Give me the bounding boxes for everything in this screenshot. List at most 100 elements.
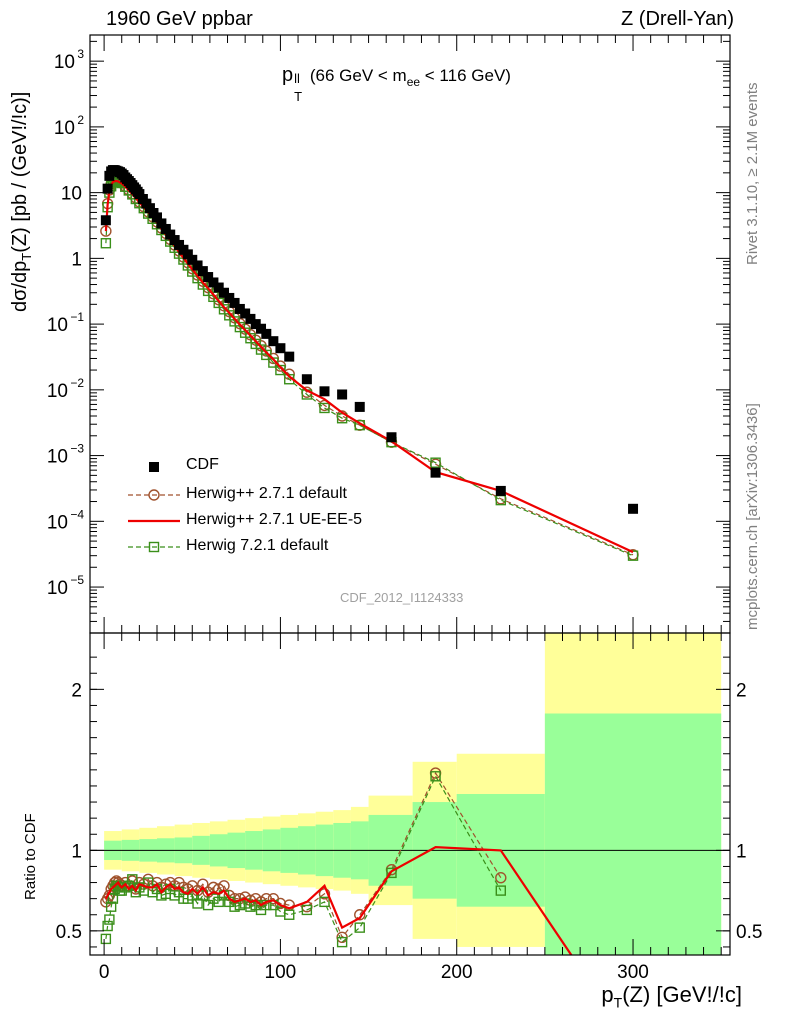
main-point-s0-32 (187, 254, 198, 265)
main-point-s3-45 (319, 402, 330, 414)
ratio-point-s2-48 (386, 867, 397, 879)
ratio-point-s2-47 (354, 922, 365, 933)
mcplots-label: mcplots.cern.ch [arXiv:1306.3436] (744, 403, 761, 630)
main-point-s3-42 (275, 364, 286, 376)
ratio-point-s2-0 (100, 933, 112, 945)
main-y-tick-label-7: 10 (47, 512, 68, 533)
legend-label-herwigpp-default: Herwig++ 2.7.1 default (186, 485, 347, 502)
ratio-point-s2-1 (102, 920, 113, 932)
x-tick-label-1: 100 (265, 962, 297, 983)
ratio-point-s2-50 (495, 885, 506, 896)
main-point-s3-39 (255, 344, 267, 355)
main-point-s0-37 (213, 282, 224, 293)
ratio-point-s2-46 (336, 936, 348, 948)
ratio-point-s2-3 (105, 901, 117, 912)
main-point-s0-41 (234, 303, 245, 314)
main-y-tick-label-8: 10 (47, 578, 68, 599)
ratio-point-s2-45 (319, 896, 330, 908)
main-y-tick-exp-0: 3 (77, 47, 84, 61)
main-point-s3-35 (234, 321, 246, 333)
ratio-point-s2-43 (284, 909, 295, 920)
main-point-s0-53 (354, 401, 365, 412)
main-y-tick-exp-5: −2 (70, 376, 84, 390)
main-point-s3-49 (430, 457, 441, 468)
main-point-s3-38 (250, 338, 261, 350)
panel-title: p ll T (66 GeV < mee < 116 GeV) (282, 64, 511, 104)
main-line-series-1 (105, 179, 634, 556)
main-point-s0-42 (240, 308, 251, 319)
main-y-tick-exp-7: −4 (70, 507, 84, 521)
main-point-s3-36 (239, 327, 251, 338)
ratio-point-s0-42 (274, 897, 287, 910)
ratio-line-series-1 (104, 845, 573, 956)
main-point-s3-26 (187, 266, 198, 277)
main-point-s0-44 (250, 319, 261, 330)
main-y-tick-label-1: 10 (54, 118, 75, 139)
main-point-s0-48 (275, 343, 286, 354)
ratio-point-s2-31 (213, 896, 224, 908)
ratio-point-s2-29 (202, 899, 214, 911)
ratio-y-tick-label-right-2: 2 (736, 680, 747, 701)
main-y-tick-exp-6: −3 (70, 442, 84, 456)
main-point-s0-26 (160, 223, 171, 234)
main-point-s0-56 (495, 485, 506, 496)
ratio-point-s2-44 (301, 904, 313, 916)
main-y-tick-exp-1: 2 (77, 113, 84, 127)
main-y-tick-label-0: 10 (54, 52, 75, 73)
ratio-point-s2-30 (208, 893, 219, 904)
main-point-s0-45 (256, 323, 267, 334)
main-line-series-2 (104, 180, 634, 554)
main-point-s0-0 (100, 215, 111, 226)
main-point-s3-30 (208, 291, 219, 303)
legend-marker-1 (148, 489, 160, 501)
main-point-s0-38 (218, 287, 229, 298)
main-point-s0-39 (224, 292, 235, 303)
ratio-point-s2-49 (430, 771, 441, 782)
collision-label: 1960 GeV ppbar (106, 8, 253, 30)
ratio-point-s2-27 (192, 898, 203, 909)
main-y-tick-label-2: 10 (61, 184, 82, 205)
main-point-s0-52 (337, 389, 348, 400)
ratio-point-s0-45 (318, 888, 331, 900)
x-tick-label-0: 0 (99, 962, 110, 983)
main-y-tick-exp-8: −5 (70, 573, 84, 587)
ratio-y-tick-label-1: 1 (71, 841, 82, 862)
main-point-s0-24 (151, 212, 162, 223)
main-point-s3-0 (100, 238, 112, 249)
main-point-s0-31 (182, 249, 193, 260)
main-point-s0-1 (102, 183, 113, 194)
main-point-s3-27 (192, 272, 203, 284)
legend-label-herwig7-default: Herwig 7.2.1 default (186, 537, 329, 554)
x-tick-label-2: 200 (441, 962, 473, 983)
analysis-watermark: CDF_2012_I1124333 (340, 590, 464, 605)
ratio-y-tick-label-right-1: 1 (736, 841, 747, 862)
main-point-s3-31 (213, 297, 224, 309)
rivet-version-label: Rivet 3.1.10, ≥ 2.1M events (744, 82, 761, 266)
main-point-s3-28 (197, 279, 209, 290)
ratio-point-s2-26 (187, 890, 198, 901)
main-point-s0-50 (301, 374, 312, 385)
legend-label-herwigpp-ueee5: Herwig++ 2.7.1 UE-EE-5 (186, 511, 363, 528)
ratio-point-s2-2 (104, 914, 115, 925)
ratio-frame (89, 632, 731, 956)
title-subscript: T (294, 89, 303, 104)
title-superscript: ll (294, 71, 300, 86)
legend-marker-0 (149, 462, 159, 472)
legend-marker-3 (148, 541, 160, 553)
ratio-y-tick-label-2: 2 (71, 680, 82, 701)
main-point-s3-40 (261, 349, 272, 361)
legend-symbols (128, 462, 180, 553)
main-y-axis-label: dσ/dpT(Z) [pb / (GeV!/!c)] (9, 91, 34, 312)
main-point-s0-46 (261, 328, 272, 339)
main-y-tick-label-5: 10 (47, 381, 68, 402)
ratio-uncertainty-bands (104, 633, 722, 955)
ratio-y-tick-label-right-0: 0.5 (736, 922, 762, 943)
main-point-s3-32 (218, 304, 230, 315)
main-y-tick-label-6: 10 (47, 447, 68, 468)
x-tick-label-3: 300 (617, 962, 649, 983)
main-y-tick-label-4: 10 (47, 315, 68, 336)
ratio-y-tick-label-0: 0.5 (56, 922, 82, 943)
ratio-point-s0-47 (354, 909, 366, 921)
main-point-s0-27 (165, 229, 176, 240)
